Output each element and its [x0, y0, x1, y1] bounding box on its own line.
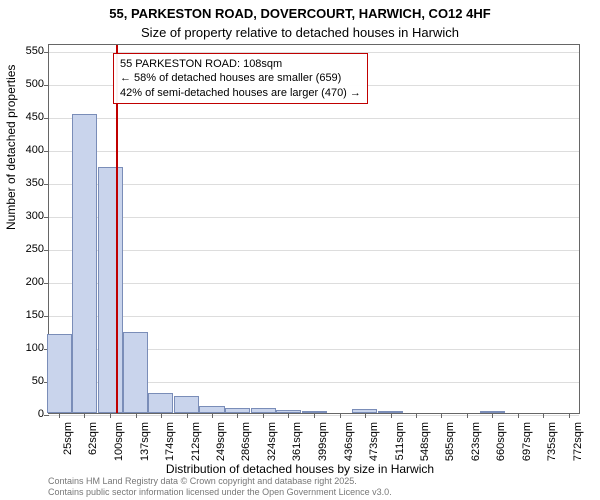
y-tick: [44, 85, 49, 86]
callout-line: ← 58% of detached houses are smaller (65…: [120, 71, 361, 85]
x-tick: [187, 413, 188, 418]
x-tick: [263, 413, 264, 418]
y-tick-label: 0: [38, 408, 44, 420]
x-tick-label: 735sqm: [546, 422, 558, 461]
x-tick-label: 772sqm: [572, 422, 584, 461]
x-tick-label: 174sqm: [164, 422, 176, 461]
x-tick-label: 697sqm: [521, 422, 533, 461]
histogram-bar: [199, 406, 224, 413]
y-axis-label: Number of detached properties: [4, 65, 18, 230]
x-tick: [237, 413, 238, 418]
x-tick-label: 100sqm: [113, 422, 125, 461]
y-tick-label: 200: [26, 276, 44, 288]
gridline: [49, 184, 579, 185]
x-tick-label: 361sqm: [291, 422, 303, 461]
chart-subtitle: Size of property relative to detached ho…: [0, 25, 600, 44]
x-tick: [110, 413, 111, 418]
y-tick: [44, 52, 49, 53]
histogram-bar: [174, 396, 199, 413]
callout-line: 55 PARKESTON ROAD: 108sqm: [120, 57, 361, 71]
y-tick-label: 400: [26, 144, 44, 156]
y-tick: [44, 151, 49, 152]
x-tick-label: 548sqm: [419, 422, 431, 461]
y-tick: [44, 283, 49, 284]
x-tick: [314, 413, 315, 418]
x-tick-label: 436sqm: [343, 422, 355, 461]
footer-attribution: Contains HM Land Registry data © Crown c…: [48, 476, 392, 498]
footer-line1: Contains HM Land Registry data © Crown c…: [48, 476, 392, 487]
x-tick: [543, 413, 544, 418]
callout-line: 42% of semi-detached houses are larger (…: [120, 86, 361, 100]
histogram-bar: [123, 332, 148, 413]
gridline: [49, 151, 579, 152]
x-tick: [441, 413, 442, 418]
histogram-bar: [72, 114, 97, 413]
y-tick-label: 150: [26, 309, 44, 321]
x-tick-label: 286sqm: [240, 422, 252, 461]
x-tick: [288, 413, 289, 418]
x-tick-label: 249sqm: [215, 422, 227, 461]
y-tick-label: 450: [26, 111, 44, 123]
y-tick: [44, 184, 49, 185]
y-tick: [44, 415, 49, 416]
x-tick-label: 137sqm: [139, 422, 151, 461]
x-tick-label: 585sqm: [444, 422, 456, 461]
x-tick-label: 511sqm: [394, 422, 406, 460]
x-tick: [492, 413, 493, 418]
callout-box: 55 PARKESTON ROAD: 108sqm← 58% of detach…: [113, 53, 368, 104]
y-tick-label: 100: [26, 342, 44, 354]
y-tick-label: 500: [26, 78, 44, 90]
x-tick: [59, 413, 60, 418]
y-tick: [44, 316, 49, 317]
x-tick: [391, 413, 392, 418]
x-tick-label: 473sqm: [368, 422, 380, 461]
y-tick-label: 250: [26, 243, 44, 255]
gridline: [49, 316, 579, 317]
x-tick: [416, 413, 417, 418]
x-tick: [467, 413, 468, 418]
x-tick-label: 623sqm: [470, 422, 482, 461]
footer-line2: Contains public sector information licen…: [48, 487, 392, 498]
x-tick: [365, 413, 366, 418]
y-tick-label: 300: [26, 210, 44, 222]
x-tick-label: 62sqm: [87, 422, 99, 455]
gridline: [49, 250, 579, 251]
x-tick: [136, 413, 137, 418]
y-tick-label: 550: [26, 45, 44, 57]
y-tick: [44, 118, 49, 119]
plot-area: 55 PARKESTON ROAD: 108sqm← 58% of detach…: [48, 44, 580, 414]
x-axis-label: Distribution of detached houses by size …: [0, 462, 600, 476]
x-tick-label: 399sqm: [317, 422, 329, 461]
y-tick: [44, 217, 49, 218]
x-tick: [84, 413, 85, 418]
x-tick-label: 25sqm: [62, 422, 74, 455]
y-tick-label: 50: [32, 375, 44, 387]
x-tick-label: 324sqm: [266, 422, 278, 461]
x-tick-label: 212sqm: [190, 422, 202, 461]
x-tick: [212, 413, 213, 418]
y-tick: [44, 250, 49, 251]
y-tick-label: 350: [26, 177, 44, 189]
histogram-bar: [47, 334, 72, 413]
x-tick: [161, 413, 162, 418]
histogram-bar: [98, 167, 123, 413]
x-tick: [569, 413, 570, 418]
x-tick: [340, 413, 341, 418]
gridline: [49, 283, 579, 284]
x-tick: [518, 413, 519, 418]
gridline: [49, 217, 579, 218]
histogram-bar: [148, 393, 173, 413]
chart-title: 55, PARKESTON ROAD, DOVERCOURT, HARWICH,…: [0, 0, 600, 25]
x-tick-label: 660sqm: [495, 422, 507, 461]
gridline: [49, 118, 579, 119]
